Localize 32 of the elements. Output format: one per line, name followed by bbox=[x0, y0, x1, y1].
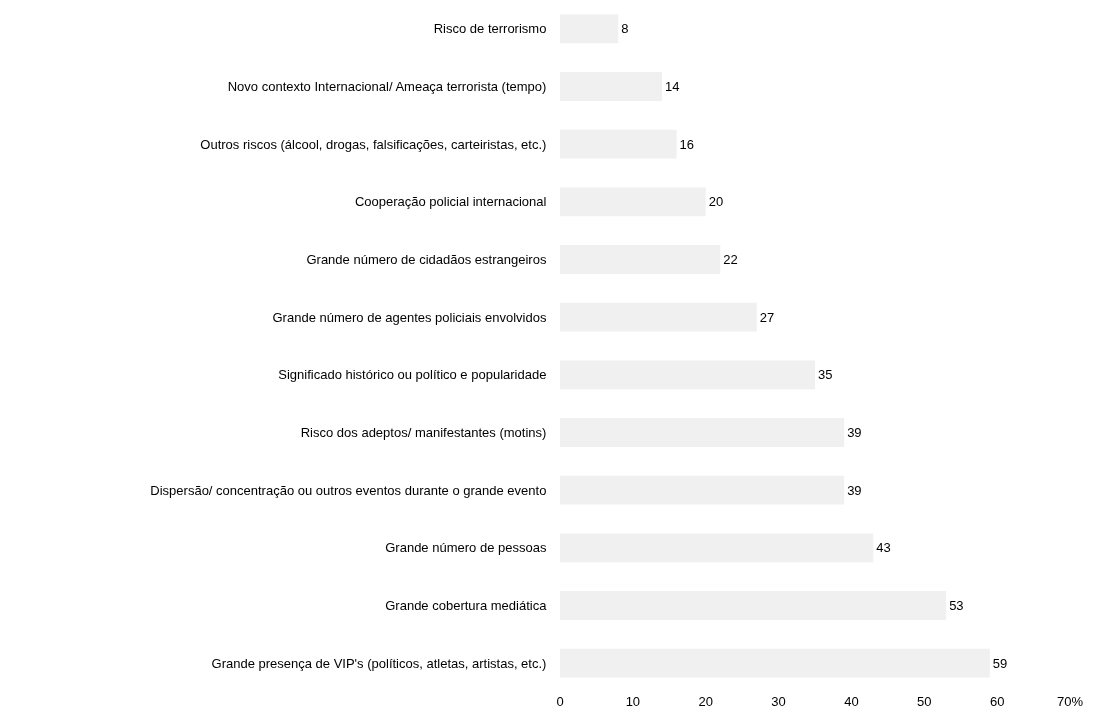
x-tick-label: 40 bbox=[844, 694, 859, 709]
y-tick-label: Grande número de cidadãos estrangeiros bbox=[306, 252, 547, 268]
y-tick-label: Outros riscos (álcool, drogas, falsificações, carteiristas, etc.) bbox=[200, 136, 547, 152]
data-label: 14 bbox=[665, 79, 680, 94]
data-label: 20 bbox=[708, 194, 724, 210]
y-tick-label: Significado histórico ou político e popularidade bbox=[278, 367, 547, 383]
y-tick-label: Grande número de pessoas bbox=[385, 540, 547, 556]
x-tick-label: 60 bbox=[989, 694, 1005, 709]
y-tick-label: Grande cobertura mediática bbox=[385, 598, 548, 614]
x-tick-label: 0 bbox=[556, 694, 564, 709]
data-label: 39 bbox=[847, 425, 862, 440]
y-tick-label: Cooperação policial internacional bbox=[354, 194, 547, 210]
data-label: 59 bbox=[992, 655, 1008, 671]
data-label: 22 bbox=[723, 252, 738, 267]
y-tick-label: Risco dos adeptos/ manifestantes (motins) bbox=[300, 425, 547, 441]
x-tick-label: 30 bbox=[771, 694, 786, 709]
y-tick-label: Grande número de agentes policiais envolvidos bbox=[272, 309, 547, 325]
y-tick-label: Grande presença de VIP's (políticos, atletas, artistas, etc.) bbox=[211, 655, 547, 671]
y-tick-label: Risco de terrorismo bbox=[433, 21, 547, 37]
data-label: 8 bbox=[621, 21, 629, 37]
data-label: 27 bbox=[759, 309, 775, 325]
x-tick-label: 50 bbox=[917, 694, 932, 709]
data-label: 16 bbox=[679, 136, 695, 152]
x-tick-label: 20 bbox=[698, 694, 713, 709]
x-tick-label: 70% bbox=[1056, 694, 1084, 709]
data-label: 35 bbox=[818, 367, 833, 383]
y-tick-label: Dispersão/ concentração ou outros eventos durante o grande evento bbox=[150, 482, 547, 498]
data-label: 39 bbox=[847, 482, 862, 498]
data-label: 53 bbox=[949, 598, 964, 613]
data-label: 43 bbox=[876, 540, 891, 556]
y-tick-label: Novo contexto Internacional/ Ameaça terrorista (tempo) bbox=[227, 79, 547, 95]
x-tick-label: 10 bbox=[625, 694, 641, 709]
